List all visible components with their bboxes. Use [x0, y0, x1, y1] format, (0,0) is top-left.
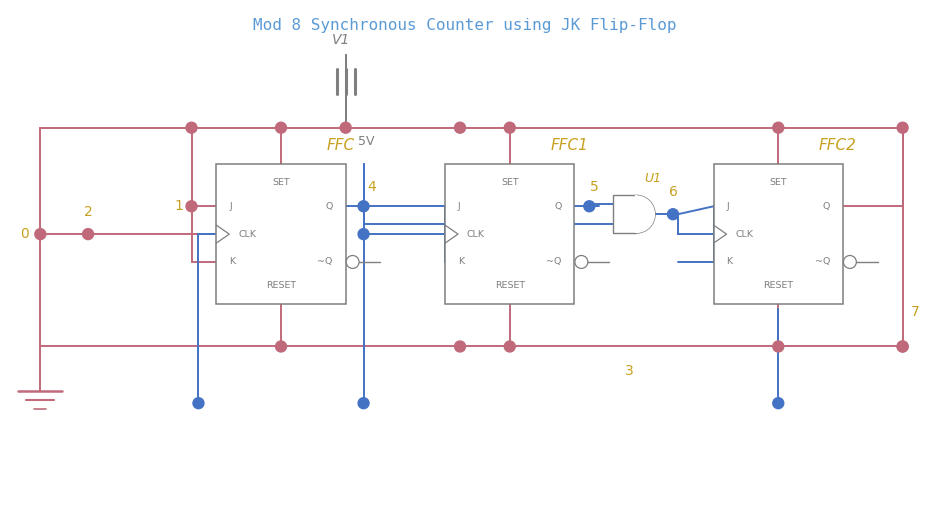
Circle shape: [186, 201, 197, 212]
Circle shape: [358, 229, 369, 240]
Circle shape: [897, 341, 908, 352]
Circle shape: [455, 341, 466, 352]
Text: CLK: CLK: [736, 230, 753, 239]
Text: U1: U1: [644, 173, 661, 185]
Text: Q: Q: [326, 202, 333, 211]
Circle shape: [275, 122, 286, 133]
Text: Q: Q: [823, 202, 830, 211]
Text: Q: Q: [554, 202, 562, 211]
Text: CLK: CLK: [467, 230, 485, 239]
Circle shape: [186, 122, 197, 133]
Text: FFC2: FFC2: [819, 137, 857, 153]
Wedge shape: [636, 195, 655, 233]
Text: K: K: [230, 258, 235, 266]
Text: K: K: [726, 258, 733, 266]
Text: RESET: RESET: [495, 281, 525, 290]
Text: 2: 2: [84, 205, 92, 219]
Text: 5: 5: [590, 180, 599, 194]
Circle shape: [340, 122, 352, 133]
Bar: [713, 164, 843, 304]
Text: 3: 3: [625, 364, 633, 378]
Text: ~Q: ~Q: [815, 258, 830, 266]
Circle shape: [844, 256, 857, 268]
Text: FFC: FFC: [326, 137, 354, 153]
Bar: [217, 164, 346, 304]
Text: CLK: CLK: [238, 230, 257, 239]
Text: J: J: [458, 202, 460, 211]
Circle shape: [193, 398, 204, 409]
Text: RESET: RESET: [764, 281, 793, 290]
Text: 6: 6: [669, 185, 677, 200]
Bar: [613, 195, 636, 233]
Text: SET: SET: [501, 178, 519, 187]
Circle shape: [455, 122, 466, 133]
Text: SET: SET: [272, 178, 290, 187]
Text: 5V: 5V: [358, 135, 374, 148]
Text: J: J: [230, 202, 232, 211]
Text: FFC1: FFC1: [551, 137, 589, 153]
Circle shape: [83, 229, 94, 240]
Text: 1: 1: [175, 199, 183, 213]
Bar: [445, 164, 575, 304]
Circle shape: [275, 341, 286, 352]
Circle shape: [897, 122, 908, 133]
Text: Mod 8 Synchronous Counter using JK Flip-Flop: Mod 8 Synchronous Counter using JK Flip-…: [253, 18, 677, 33]
Text: SET: SET: [769, 178, 787, 187]
Text: 7: 7: [910, 305, 920, 319]
Text: V1: V1: [331, 33, 350, 47]
Circle shape: [346, 256, 359, 268]
Circle shape: [773, 341, 784, 352]
Circle shape: [504, 122, 515, 133]
Circle shape: [34, 229, 46, 240]
Text: 4: 4: [367, 180, 376, 194]
Circle shape: [897, 341, 908, 352]
Text: J: J: [726, 202, 729, 211]
Bar: [635, 195, 637, 233]
Circle shape: [773, 398, 784, 409]
Circle shape: [668, 209, 678, 220]
Circle shape: [358, 201, 369, 212]
Circle shape: [773, 122, 784, 133]
Circle shape: [504, 341, 515, 352]
Text: RESET: RESET: [266, 281, 296, 290]
Text: ~Q: ~Q: [546, 258, 562, 266]
Circle shape: [575, 256, 588, 268]
Text: ~Q: ~Q: [317, 258, 333, 266]
Text: K: K: [458, 258, 464, 266]
Circle shape: [358, 398, 369, 409]
Text: 0: 0: [20, 227, 29, 241]
Circle shape: [584, 201, 595, 212]
